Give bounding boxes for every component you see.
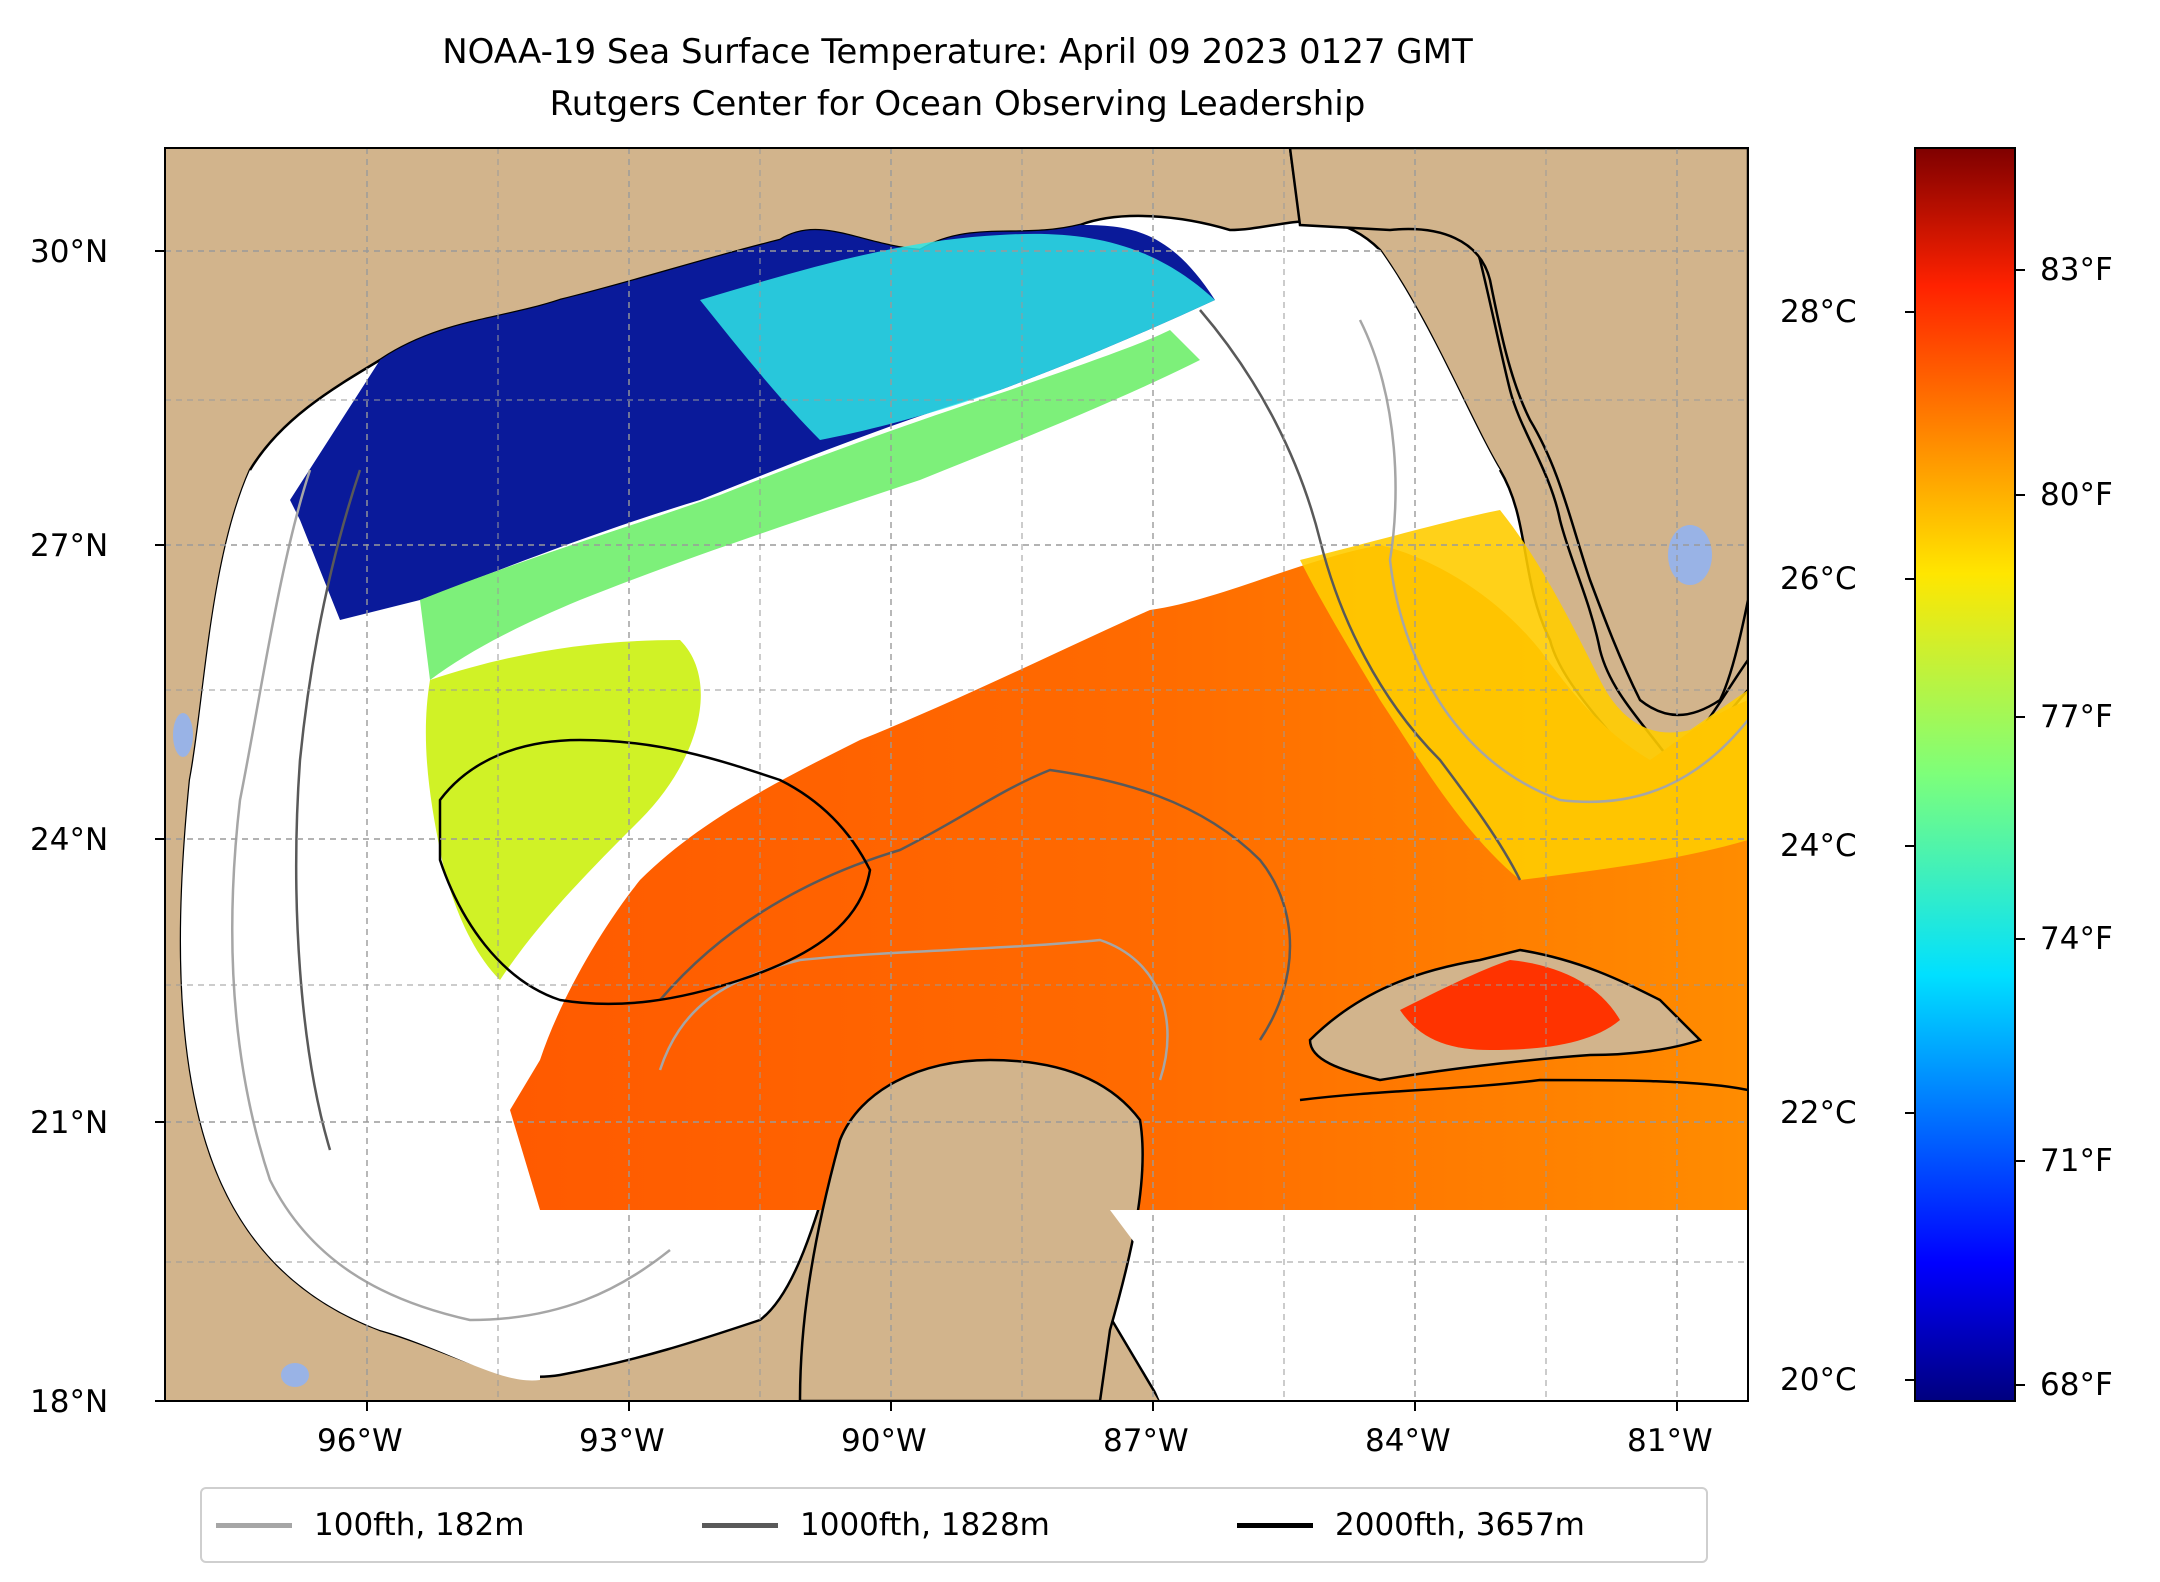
nodata-south [540, 1210, 1748, 1401]
lat-tick-label: 18°N [30, 1384, 109, 1420]
legend-item-100fth: 100fth, 182m [216, 1489, 524, 1561]
contour-1000fth [295, 309, 1522, 1151]
florida-top [1288, 148, 1748, 717]
map-area [165, 148, 1748, 1401]
nodata-central [700, 429, 1293, 730]
lon-tick-label: 96°W [317, 1423, 403, 1459]
lon-tick-label: 93°W [579, 1423, 665, 1459]
lat-tick-label: 27°N [30, 528, 109, 564]
colorbar-celsius-label: 24°C [1780, 828, 1857, 864]
legend-swatch [216, 1522, 292, 1528]
colorbar-celsius-label: 22°C [1780, 1095, 1857, 1131]
colorbar-tick-marks [1905, 269, 2025, 1386]
colorbar-celsius-label: 20°C [1780, 1362, 1857, 1398]
lon-tick-label: 84°W [1365, 1423, 1451, 1459]
lake [173, 713, 193, 757]
sst-red-patch [1400, 960, 1620, 1050]
chart-title: NOAA-19 Sea Surface Temperature: April 0… [442, 32, 1473, 72]
nodata-northeast [1215, 243, 1500, 540]
lake-okeechobee [1668, 525, 1712, 585]
lat-tick-label: 30°N [30, 234, 109, 270]
yucatan [798, 1058, 1144, 1401]
contour-100fth [230, 319, 1748, 1322]
nodata-west-strip [180, 470, 540, 1381]
legend-item-2000fth: 2000fth, 3657m [1237, 1489, 1585, 1561]
colorbar-fahrenheit-label: 77°F [2040, 699, 2113, 735]
map-tick-marks [155, 250, 1678, 1411]
colorbar [1914, 147, 2016, 1402]
legend-label: 100fth, 182m [314, 1507, 525, 1543]
colorbar-fahrenheit-label: 68°F [2040, 1367, 2113, 1403]
lat-tick-label: 21°N [30, 1105, 109, 1141]
colorbar-fahrenheit-label: 83°F [2040, 252, 2113, 288]
lon-tick-label: 87°W [1103, 1423, 1189, 1459]
colorbar-celsius-label: 26°C [1780, 561, 1857, 597]
legend: 100fth, 182m 1000fth, 1828m 2000fth, 365… [200, 1487, 1708, 1563]
sst-cyan-band [700, 233, 1215, 440]
lake [281, 1363, 309, 1387]
sst-yellow-east [1300, 510, 1748, 880]
contour-2000fth [438, 738, 1748, 1102]
lon-tick-label: 90°W [841, 1423, 927, 1459]
chart-subtitle: Rutgers Center for Ocean Observing Leade… [549, 84, 1366, 124]
legend-label: 2000fth, 3657m [1335, 1507, 1585, 1543]
legend-swatch [1237, 1522, 1313, 1528]
colorbar-fahrenheit-label: 80°F [2040, 477, 2113, 513]
sst-yellow-west [425, 640, 701, 980]
map-frame [164, 147, 1749, 1402]
colorbar-fahrenheit-label: 74°F [2040, 921, 2113, 957]
lat-tick-label: 24°N [30, 822, 109, 858]
sst-green-band [420, 330, 1200, 680]
colorbar-fahrenheit-label: 71°F [2040, 1143, 2113, 1179]
legend-item-1000fth: 1000fth, 1828m [702, 1489, 1050, 1561]
legend-swatch [702, 1522, 778, 1528]
legend-label: 1000fth, 1828m [800, 1507, 1050, 1543]
colorbar-celsius-label: 28°C [1780, 294, 1857, 330]
lon-tick-label: 81°W [1627, 1423, 1713, 1459]
